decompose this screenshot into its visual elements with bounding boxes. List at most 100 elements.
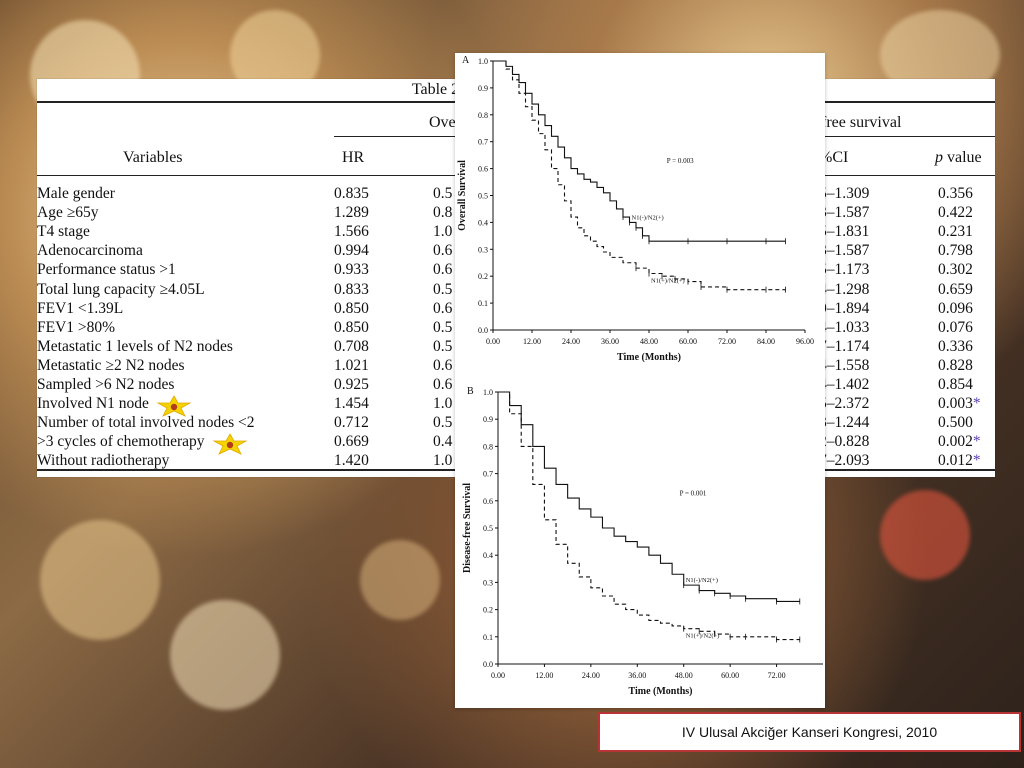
y-tick-label: 0.2: [483, 606, 493, 615]
x-tick-label: 60.00: [721, 671, 739, 680]
table-row: Adenocarcinoma 0.994 0.6 3–1.587 0.798: [37, 242, 995, 261]
table-row: Male gender 0.835 0.5 5–1.309 0.356: [37, 185, 995, 204]
cell-hr: 1.566: [334, 223, 369, 241]
cell-variable: FEV1 >80%: [37, 318, 116, 336]
cell-variable: Without radiotherapy: [37, 452, 170, 470]
cell-ci-right: 2–0.828: [819, 433, 870, 451]
y-tick-label: 1.0: [483, 388, 493, 397]
table-row: Performance status >1 0.933 0.6 5–1.173 0.30…: [37, 261, 995, 280]
cell-hr: 0.994: [334, 242, 369, 260]
x-tick-label: 72.00: [718, 337, 736, 346]
cell-ci-left: 0.6: [433, 376, 453, 393]
significance-asterisk: *: [972, 433, 981, 451]
cell-p-value: 0.231: [938, 223, 973, 241]
y-tick-label: 0.5: [483, 524, 493, 533]
citation-text: IV Ulusal Akciğer Kanseri Kongresi, 2010: [681, 724, 938, 740]
cell-p-value: 0.302: [938, 261, 973, 279]
cell-ci-right: 5–2.372: [819, 395, 870, 413]
cell-ci-left: 0.6: [433, 261, 453, 279]
bokeh-light: [360, 540, 440, 620]
cell-variable: Sampled >6 N2 nodes: [37, 376, 175, 393]
x-tick-label: 48.00: [640, 337, 658, 346]
significance-asterisk: *: [972, 452, 981, 470]
panel-label: B: [467, 386, 474, 397]
cell-variable: Number of total involved nodes <2: [37, 414, 255, 432]
table-row: FEV1 >80% 0.850 0.5 4–1.033 0.076: [37, 319, 995, 338]
bokeh-light: [880, 490, 970, 580]
y-tick-label: 0.3: [483, 578, 493, 587]
cell-p-value: 0.003 *: [938, 395, 981, 413]
cell-variable: Age ≥65y: [37, 204, 99, 222]
cell-variable: Involved N1 node: [37, 395, 192, 417]
cell-variable: Adenocarcinoma: [37, 242, 143, 260]
cell-ci-right: 4–1.033: [819, 318, 870, 336]
cell-variable: >3 cycles of chemotherapy: [37, 433, 248, 456]
cell-ci-right: 3–1.587: [819, 204, 870, 222]
cell-hr: 1.420: [334, 452, 369, 470]
cell-ci-left: 0.6: [433, 299, 453, 317]
cell-ci-right: 4–1.558: [819, 356, 870, 374]
cell-hr: 0.850: [334, 299, 369, 317]
cell-hr: 0.833: [334, 280, 369, 298]
p-value-annotation: P = 0.001: [680, 489, 707, 497]
column-header-hr: HR: [342, 149, 365, 166]
significance-asterisk: *: [972, 395, 981, 413]
cell-ci-right: 3–1.587: [819, 242, 870, 260]
cell-p-value: 0.659: [938, 280, 973, 298]
cell-ci-left: 0.4: [433, 433, 453, 451]
cell-variable: Male gender: [37, 185, 115, 202]
cell-ci-left: 0.5: [433, 318, 453, 336]
x-tick-label: 36.00: [601, 337, 619, 346]
y-axis-label: Overall Survival: [457, 160, 468, 231]
cell-ci-left: 0.5: [433, 280, 453, 298]
cell-hr: 0.933: [334, 261, 369, 279]
y-tick-label: 1.0: [478, 57, 488, 66]
km-curve-n1-positive: [493, 60, 786, 291]
y-tick-label: 0.4: [478, 218, 488, 227]
cell-hr: 0.708: [334, 337, 369, 355]
cell-ci-right: 7–2.093: [819, 452, 870, 470]
series-label: N1(-)/N2(+): [686, 577, 718, 584]
cell-ci-left: 0.5: [433, 337, 453, 355]
cell-ci-right: 3–1.244: [819, 414, 870, 432]
p-value-header-text: value: [943, 149, 982, 166]
y-axis-label: Disease-free Survival: [462, 483, 473, 573]
cell-p-value: 0.798: [938, 242, 973, 260]
cell-ci-right: 5–1.309: [819, 185, 870, 202]
table-row: Sampled >6 N2 nodes 0.925 0.6 4–1.402 0.854: [37, 376, 995, 395]
y-tick-label: 0.6: [483, 497, 493, 506]
y-tick-label: 0.8: [483, 442, 493, 451]
km-curve-n1-negative: [498, 391, 800, 602]
group-header-disease-free: free survival: [821, 114, 902, 131]
cell-p-value: 0.096: [938, 299, 973, 317]
cell-ci-left: 1.0: [433, 395, 453, 413]
y-tick-label: 0.7: [478, 138, 488, 147]
cell-ci-left: 0.6: [433, 242, 453, 260]
highlight-star-icon: [211, 433, 249, 456]
series-label: N1(-)/N2(+): [632, 214, 664, 221]
cell-hr: 0.669: [334, 433, 369, 451]
x-tick-label: 48.00: [675, 671, 693, 680]
cell-variable: FEV1 <1.39L: [37, 299, 124, 317]
bokeh-light: [40, 520, 160, 640]
y-tick-label: 0.5: [478, 192, 488, 201]
cell-variable: Metastatic ≥2 N2 nodes: [37, 356, 185, 374]
cell-hr: 0.850: [334, 318, 369, 336]
y-tick-label: 0.7: [483, 470, 493, 479]
x-tick-label: 12.00: [523, 337, 541, 346]
y-tick-label: 0.6: [478, 165, 488, 174]
table-row: >3 cycles of chemotherapy 0.669 0.4 2–0.828…: [37, 433, 995, 456]
table-row: Involved N1 node 1.454 1.0 5–2.372 0.003 *: [37, 395, 995, 417]
cell-hr: 0.835: [334, 185, 369, 202]
cell-p-value: 0.336: [938, 337, 973, 355]
cell-ci-left: 0.6: [433, 356, 453, 374]
cell-ci-right: 0–1.894: [819, 299, 870, 317]
cell-p-value: 0.002 *: [938, 433, 981, 451]
table-row: FEV1 <1.39L 0.850 0.6 0–1.894 0.096: [37, 300, 995, 319]
cell-ci-left: 0.8: [433, 204, 453, 222]
km-curves-panel: A 0.0 0.1 0.2 0.3 0.4 0.5 0.6 0.7 0.8 0.9 1.0 0.00 12…: [455, 53, 825, 708]
x-tick-label: 84.00: [757, 337, 775, 346]
cell-variable: Performance status >1: [37, 261, 176, 279]
cell-variable: T4 stage: [37, 223, 90, 241]
x-tick-label: 36.00: [628, 671, 646, 680]
